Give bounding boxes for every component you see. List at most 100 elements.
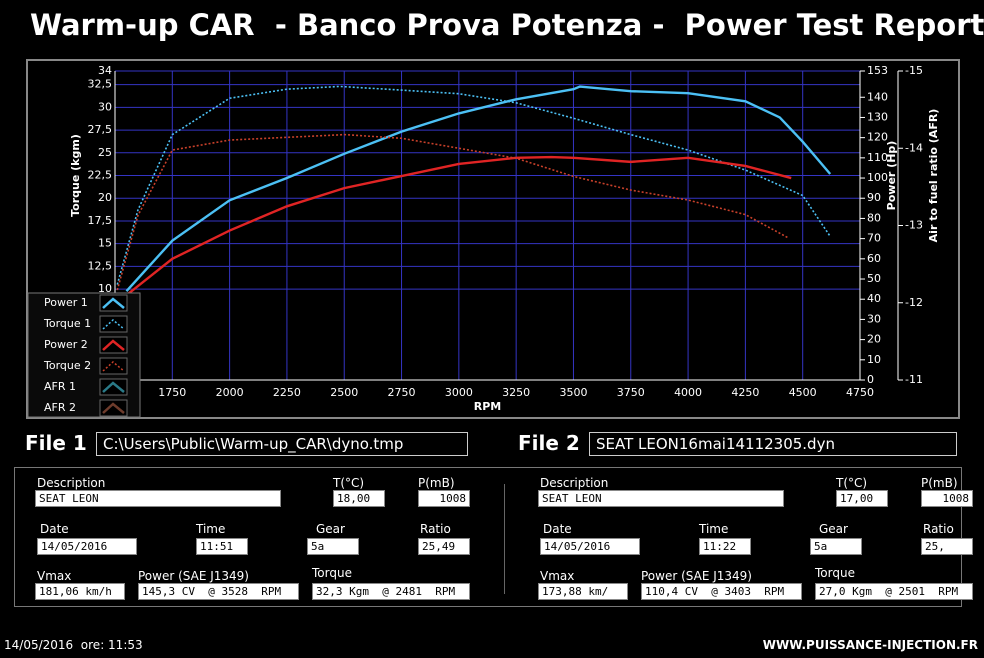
y-tick-label: 17,5 xyxy=(88,214,113,227)
legend-label: Torque 1 xyxy=(43,317,91,330)
field-label: Date xyxy=(543,522,572,536)
y-tick-label: 27,5 xyxy=(88,123,113,136)
x-tick-label: 3750 xyxy=(617,386,645,399)
legend-label: AFR 2 xyxy=(44,401,76,414)
field-value: 1008 xyxy=(921,490,973,507)
field-value: 11:22 xyxy=(699,538,751,555)
legend xyxy=(27,292,141,418)
y3-tick-label: -14 xyxy=(905,141,923,154)
field-label: Time xyxy=(699,522,729,536)
footer-website[interactable]: WWW.PUISSANCE-INJECTION.FR xyxy=(762,638,978,652)
field-label: Description xyxy=(540,476,609,490)
field-label: Power (SAE J1349) xyxy=(138,569,249,583)
legend-swatch xyxy=(102,339,125,351)
x-tick-label: 4750 xyxy=(846,386,874,399)
field-value: 14/05/2016 xyxy=(540,538,640,555)
y2-tick-label: 10 xyxy=(867,353,881,366)
legend-swatch xyxy=(102,381,125,393)
y-tick-label: 12,5 xyxy=(88,259,113,272)
field-value: 5a xyxy=(810,538,862,555)
y-tick-label: 10 xyxy=(98,282,112,295)
field-value: 181,06 km/h xyxy=(35,583,125,600)
legend-label: AFR 1 xyxy=(44,380,76,393)
field-label: Torque xyxy=(312,566,352,580)
y2-axis-label: Power (Hp) xyxy=(885,141,898,211)
field-value: 25, xyxy=(921,538,973,555)
x-tick-label: 2500 xyxy=(330,386,358,399)
legend-swatch xyxy=(102,319,125,330)
x-tick-label: 4000 xyxy=(674,386,702,399)
field-value: 27,0 Kgm @ 2501 RPM xyxy=(815,583,973,600)
y2-tick-label: 90 xyxy=(867,191,881,204)
y3-tick-label: -12 xyxy=(905,296,923,309)
field-label: Torque xyxy=(815,566,855,580)
y2-tick-label: 100 xyxy=(867,171,888,184)
series-line xyxy=(125,85,832,292)
title: Warm-up CAR - Banco Prova Potenza - Powe… xyxy=(30,8,984,42)
y-tick-label: 25 xyxy=(98,146,112,159)
field-label: Power (SAE J1349) xyxy=(641,569,752,583)
field-label: Date xyxy=(40,522,69,536)
x-tick-label: 3000 xyxy=(445,386,473,399)
field-value: 25,49 xyxy=(418,538,470,555)
x-tick-label: 1750 xyxy=(158,386,186,399)
y2-tick-label: 60 xyxy=(867,252,881,265)
y2-tick-label: 20 xyxy=(867,333,881,346)
separator xyxy=(504,484,505,594)
file-path[interactable]: C:\Users\Public\Warm-up_CAR\dyno.tmp xyxy=(96,432,468,456)
legend-swatch-box xyxy=(99,399,128,417)
legend-swatch-box xyxy=(99,357,128,375)
y2-tick-label: 40 xyxy=(867,292,881,305)
y2-tick-label: 0 xyxy=(867,373,874,386)
field-value: 32,3 Kgm @ 2481 RPM xyxy=(312,583,470,600)
y2-tick-label: 50 xyxy=(867,272,881,285)
field-label: T(°C) xyxy=(333,476,365,490)
field-label: Gear xyxy=(316,522,345,536)
field-value: 17,00 xyxy=(836,490,888,507)
field-value: 173,88 km/ xyxy=(538,583,628,600)
y3-tick-label: -11 xyxy=(905,373,923,386)
y-axis-label: Torque (kgm) xyxy=(69,134,82,217)
y2-tick-label: 140 xyxy=(867,90,888,103)
y3-tick-label: -15 xyxy=(905,64,923,77)
y-tick-label: 32,5 xyxy=(88,78,113,91)
series-line xyxy=(125,155,792,297)
y2-tick-label: 153 xyxy=(867,64,888,77)
y2-tick-label: 30 xyxy=(867,312,881,325)
legend-swatch-box xyxy=(99,294,128,312)
legend-swatch-box xyxy=(99,336,128,354)
field-value: 110,4 CV @ 3403 RPM xyxy=(641,583,802,600)
field-value: 145,3 CV @ 3528 RPM xyxy=(138,583,299,600)
report-panel xyxy=(14,467,962,607)
x-tick-label: 3500 xyxy=(559,386,587,399)
legend-label: Torque 2 xyxy=(43,359,91,372)
file-label: File 2 xyxy=(518,431,580,455)
x-tick-label: 3250 xyxy=(502,386,530,399)
y3-axis-label: Air to fuel ratio (AFR) xyxy=(927,109,940,243)
y-tick-label: 20 xyxy=(98,191,112,204)
x-tick-label: 4500 xyxy=(789,386,817,399)
field-value: 5a xyxy=(307,538,359,555)
field-value: 14/05/2016 xyxy=(37,538,137,555)
chart-frame xyxy=(26,59,960,419)
legend-swatch xyxy=(102,361,125,372)
field-label: Description xyxy=(37,476,106,490)
legend-swatch-box xyxy=(99,378,128,396)
field-label: Vmax xyxy=(540,569,575,583)
y-tick-label: 34 xyxy=(98,64,112,77)
y2-tick-label: 130 xyxy=(867,110,888,123)
file-path[interactable]: SEAT LEON16mai14112305.dyn xyxy=(589,432,957,456)
field-value: 18,00 xyxy=(333,490,385,507)
x-tick-label: 2250 xyxy=(273,386,301,399)
legend-swatch-box xyxy=(99,315,128,333)
field-label: Vmax xyxy=(37,569,72,583)
y3-tick-label: -13 xyxy=(905,219,923,232)
y-tick-label: 22,5 xyxy=(88,169,113,182)
chart: 1750 2000 2250 2500 2750 3000 3250 3500 3750 4000… xyxy=(26,59,960,419)
y2-tick-label: 110 xyxy=(867,151,888,164)
field-value: SEAT LEON xyxy=(35,490,281,507)
field-label: Time xyxy=(196,522,226,536)
field-label: T(°C) xyxy=(836,476,868,490)
x-tick-label: 2750 xyxy=(388,386,416,399)
